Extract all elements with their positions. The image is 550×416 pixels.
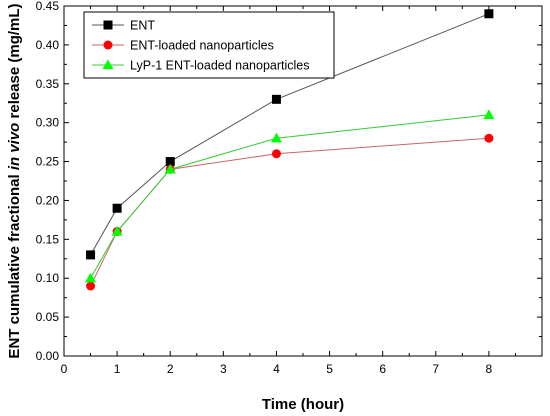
series-layer: [85, 9, 495, 291]
y-tick-label: 0.35: [36, 77, 60, 91]
data-point: [484, 133, 494, 143]
data-point: [86, 250, 96, 260]
y-tick-label: 0.00: [36, 349, 60, 363]
series-2: [86, 133, 494, 291]
x-tick-label: 4: [273, 362, 280, 376]
data-point: [271, 149, 281, 159]
y-tick-label: 0.10: [36, 271, 60, 285]
y-tick-label: 0.40: [36, 38, 60, 52]
x-tick-label: 8: [486, 362, 493, 376]
data-point: [270, 132, 282, 143]
series-1: [86, 9, 494, 260]
data-point: [483, 109, 495, 120]
data-point: [112, 203, 122, 213]
data-point: [164, 163, 176, 174]
y-tick-label: 0.25: [36, 155, 60, 169]
data-point: [86, 281, 96, 291]
legend-label: ENT-loaded nanoparticles: [130, 39, 274, 53]
y-tick-label: 0.30: [36, 116, 60, 130]
data-point: [111, 226, 123, 236]
y-axis-title-part-2: in vivo: [6, 123, 23, 171]
y-axis-title: ENT cumulative fractional in vivo releas…: [6, 3, 23, 358]
x-axis-title: Time (hour): [262, 396, 344, 413]
legend-label: LyP-1 ENT-loaded nanoparticles: [130, 59, 310, 73]
x-tick-label: 7: [432, 362, 439, 376]
series-line: [90, 114, 489, 279]
y-tick-label: 0.15: [36, 232, 60, 246]
x-tick-label: 6: [379, 362, 386, 376]
x-tick-label: 3: [220, 362, 227, 376]
x-tick-label: 2: [167, 362, 174, 376]
legend-marker: [102, 59, 114, 70]
y-tick-label: 0.20: [36, 193, 60, 207]
legend-box: [83, 11, 335, 79]
legend: ENT ENT-loaded nanoparticles LyP-1 ENT-loa…: [83, 11, 335, 79]
y-axis-title-part-3: release (mg/mL): [6, 3, 23, 122]
legend-label: ENT: [130, 19, 155, 33]
data-point: [484, 9, 494, 19]
series-line: [90, 137, 489, 287]
x-tick-label: 1: [114, 362, 121, 376]
data-point: [271, 94, 281, 104]
y-tick-label: 0.05: [36, 310, 60, 324]
x-tick-label: 0: [61, 362, 68, 376]
x-tick-label: 5: [326, 362, 333, 376]
legend-marker: [103, 20, 113, 30]
series-3: [85, 109, 495, 283]
data-point: [165, 157, 175, 167]
legend-marker: [103, 40, 113, 50]
y-axis-title-part-1: ENT cumulative fractional: [6, 170, 23, 358]
axes: 0 1 2 3 4 5 6 7 8 0.00 0.05 0.10 0.15 0.20 0.25 0.30 0.3…: [36, 0, 543, 376]
y-tick-label: 0.45: [36, 0, 60, 13]
data-point: [85, 272, 97, 283]
